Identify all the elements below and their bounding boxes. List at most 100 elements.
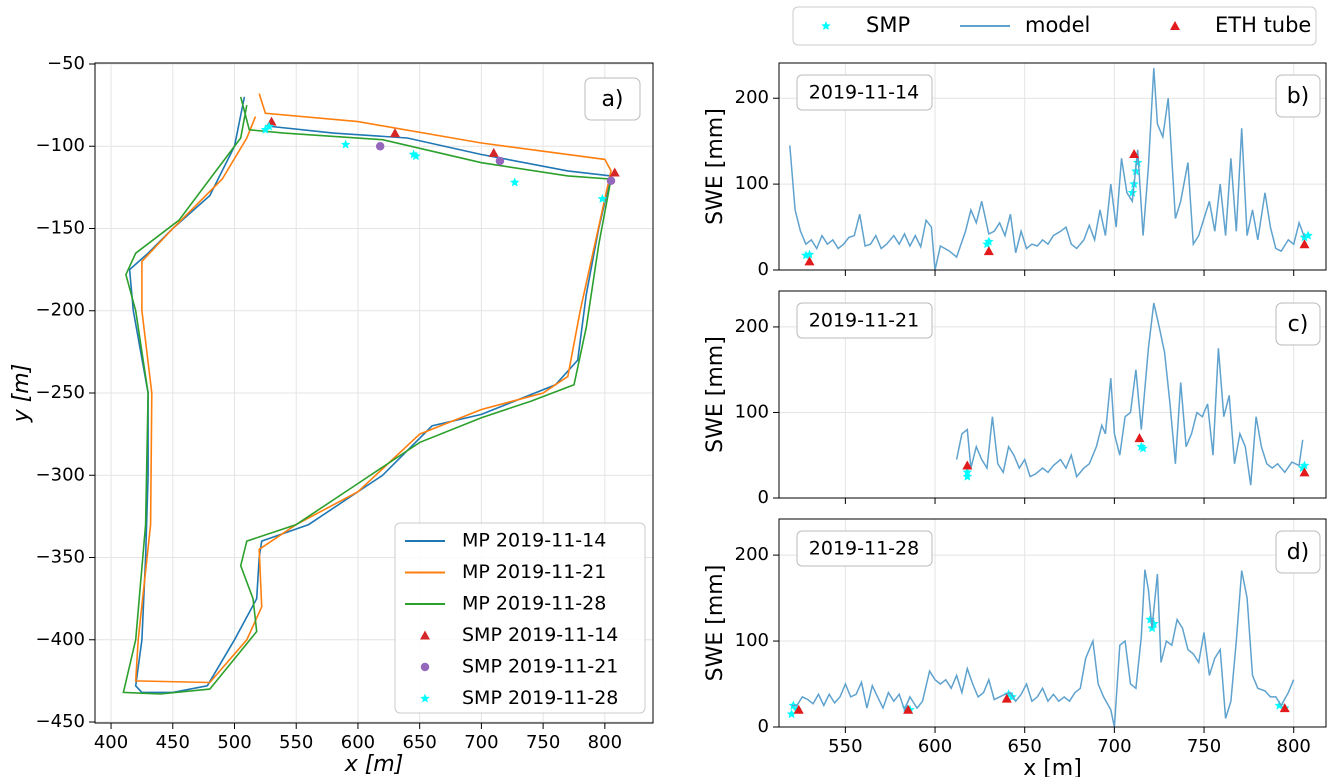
star-marker [340,139,351,149]
y-axis-label: y [m] [9,364,34,424]
x-tick-label: 750 [1187,736,1221,757]
annotation-box [584,77,641,121]
star-marker [260,124,271,134]
triangle-marker [1299,239,1310,249]
triangle-marker [488,147,499,157]
plot-area [955,302,1310,486]
star-marker [1138,443,1148,453]
triangle-marker [1299,467,1310,477]
triangle-marker [1170,21,1180,30]
x-tick-label: 700 [1097,736,1131,757]
y-tick-label: −150 [36,217,85,238]
star-marker [804,249,815,259]
plot-area [786,569,1295,727]
date-label: 2019-11-14 [809,82,919,104]
plot-area [122,93,620,695]
legend-label: MP 2019-11-28 [462,593,606,615]
legend-label: MP 2019-11-21 [462,561,606,583]
date-label: 2019-11-21 [809,310,919,332]
y-tick-label: −250 [36,382,85,403]
star-marker [984,236,994,246]
date-box [796,302,933,339]
series-line [134,93,612,684]
star-marker [510,177,520,187]
star-marker [1299,460,1310,470]
star-marker [411,151,421,161]
star-marker [1132,157,1143,167]
y-tick-label: 0 [758,259,769,280]
star-marker [420,693,430,703]
y-tick-label: −450 [36,711,85,732]
x-tick-label: 600 [918,736,952,757]
legend-label: model [1025,13,1090,37]
legend-label: SMP 2019-11-14 [462,624,618,646]
date-box [796,530,933,567]
x-tick-label: 450 [156,732,190,753]
x-tick-label: 750 [526,732,560,753]
star-marker [264,121,274,131]
panel-label: c) [1288,312,1309,337]
y-axis-label: SWE [mm] [703,336,728,453]
x-tick-label: 550 [828,736,862,757]
x-tick-label: 400 [94,732,128,753]
y-tick-label: 200 [735,544,769,565]
x-tick-label: 650 [1008,736,1042,757]
triangle-marker [1129,149,1140,159]
series-line [122,96,612,695]
star-marker [408,149,419,159]
x-tick-label: 600 [341,732,375,753]
legend-label: SMP [866,13,910,37]
legend-label: SMP 2019-11-28 [462,687,618,709]
y-tick-label: 100 [735,630,769,651]
y-tick-label: 0 [758,716,769,737]
triangle-marker [1001,693,1012,703]
triangle-marker [389,128,400,138]
circle-marker [420,662,430,672]
circle-marker [495,156,505,166]
y-tick-label: −100 [36,135,85,156]
panel-label: b) [1287,84,1310,109]
triangle-marker [1279,703,1290,713]
triangle-marker [983,246,994,256]
star-marker [962,467,973,477]
plot-area [789,68,1313,270]
star-marker [786,709,797,719]
x-tick-label: 800 [588,732,622,753]
star-marker [1127,187,1138,197]
axes-frame [778,518,1327,728]
panel-label: a) [601,87,623,112]
axes-frame [778,290,1327,499]
axes-frame [778,62,1327,271]
y-tick-label: −300 [36,464,85,485]
x-tick-label: 650 [402,732,436,753]
y-tick-label: −50 [47,53,85,74]
x-axis-label: x [m] [344,752,404,777]
triangle-marker [804,256,815,266]
series-line [791,569,1295,727]
annotation-box [1275,530,1321,574]
y-axis-label: SWE [mm] [703,565,728,682]
y-tick-label: −350 [36,547,85,568]
annotation-box [1275,74,1321,118]
panel-label: d) [1287,540,1310,565]
legend-box [394,522,646,714]
legend-label: MP 2019-11-14 [462,530,606,552]
y-tick-label: −400 [36,629,85,650]
x-axis-label: x [m] [1023,756,1082,777]
annotation-box [1275,302,1321,346]
triangle-marker [1134,433,1145,443]
axes-frame [94,62,654,724]
triangle-marker [903,704,914,714]
series-line [955,302,1304,486]
y-tick-label: 100 [735,173,769,194]
triangle-marker [420,630,430,640]
x-tick-label: 500 [217,732,251,753]
y-tick-label: 200 [735,87,769,108]
triangle-marker [962,460,973,470]
triangle-marker [609,167,620,177]
x-tick-label: 550 [279,732,313,753]
legend-box [792,6,1317,46]
date-label: 2019-11-28 [809,538,919,560]
y-axis-label: SWE [mm] [703,108,728,225]
y-tick-label: 0 [758,487,769,508]
